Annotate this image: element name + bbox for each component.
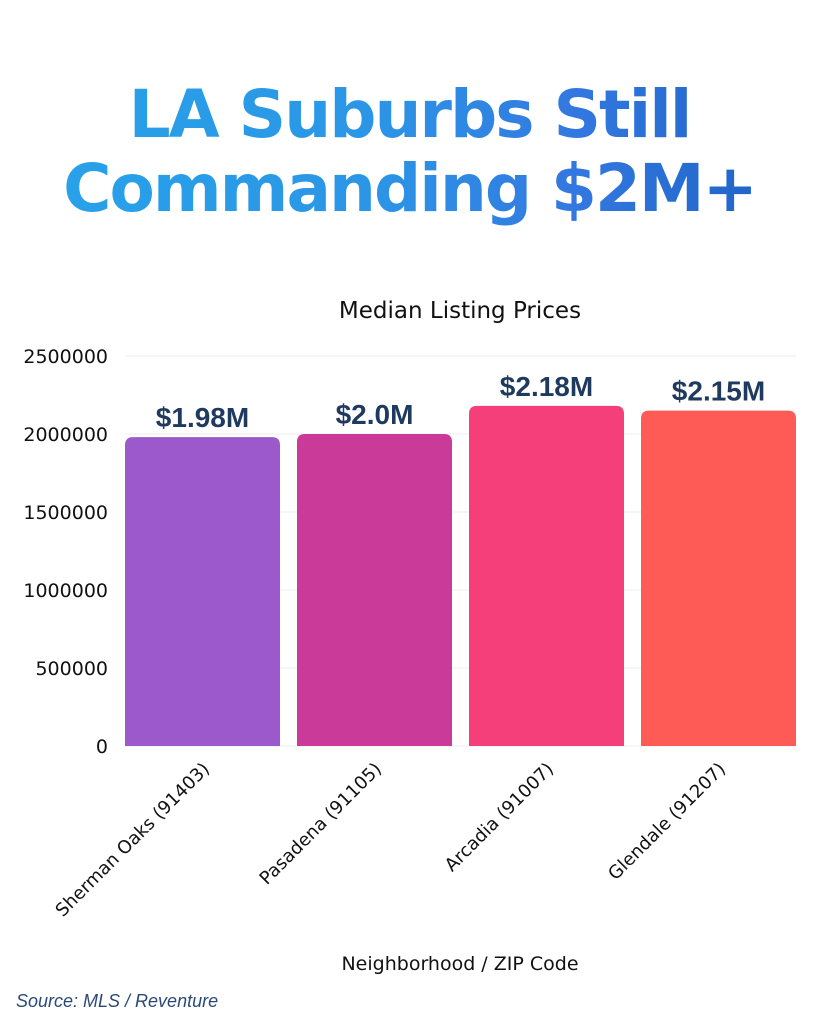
x-axis-label: Neighborhood / ZIP Code (341, 953, 578, 975)
y-tick-label: 2000000 (23, 424, 108, 446)
bar-data-label: $2.15M (672, 376, 765, 407)
x-tick-label: Glendale (91207) (604, 759, 730, 885)
bar (297, 434, 452, 746)
bar-data-label: $2.18M (500, 371, 593, 402)
bar (125, 437, 280, 746)
bar (469, 405, 624, 746)
y-tick-label: 1500000 (23, 502, 108, 524)
y-tick-label: 500000 (35, 658, 108, 680)
y-tick-label: 1000000 (23, 580, 108, 602)
y-tick-label: 0 (96, 736, 108, 758)
bar-data-label: $1.98M (156, 402, 249, 433)
x-tick-label: Sherman Oaks (91403) (52, 759, 214, 921)
source-note: Source: MLS / Reventure (16, 991, 219, 1011)
x-tick-label: Pasadena (91105) (256, 759, 386, 889)
x-tick-label: Arcadia (91007) (441, 759, 558, 876)
bar (641, 410, 796, 746)
chart-title: Median Listing Prices (339, 298, 581, 324)
bar-data-label: $2.0M (336, 399, 414, 430)
y-tick-label: 2500000 (23, 346, 108, 368)
